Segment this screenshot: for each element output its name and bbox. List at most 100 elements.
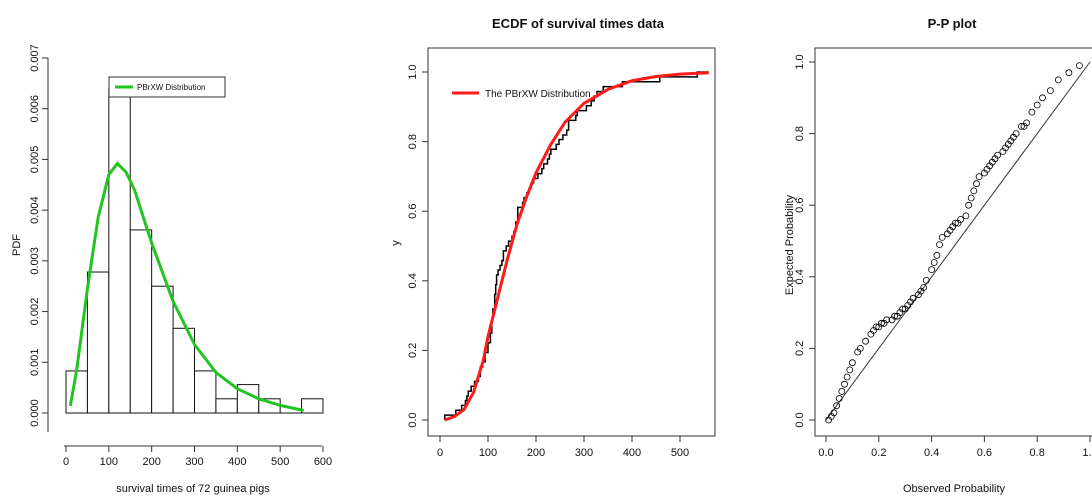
x-axis-label: survival times of 72 guinea pigs bbox=[116, 483, 270, 495]
histogram-bar bbox=[86, 271, 110, 414]
plot-frame bbox=[427, 47, 716, 437]
pp-point bbox=[909, 294, 917, 302]
pp-point bbox=[841, 380, 848, 388]
y-tick-label: 0.6 bbox=[407, 204, 419, 219]
y-tick-label: 0.0 bbox=[794, 412, 806, 427]
pp-point bbox=[965, 201, 972, 209]
pp-point bbox=[1047, 87, 1054, 94]
y-tick-label: 1.0 bbox=[407, 64, 419, 79]
pp-point bbox=[952, 219, 959, 227]
pp-point bbox=[899, 305, 906, 313]
x-axis-ticks: 0 100 200 300 400 500 600 bbox=[63, 446, 332, 468]
y-tick-label: 0.2 bbox=[407, 343, 419, 358]
chart-title: ECDF of survival times data bbox=[492, 16, 665, 31]
x-tick-label: 200 bbox=[527, 447, 545, 459]
pp-point bbox=[843, 373, 851, 381]
pp-point bbox=[938, 233, 946, 241]
pp-point bbox=[833, 402, 840, 410]
x-tick-label: 400 bbox=[228, 456, 246, 468]
y-axis-ticks: 0.0 0.2 0.4 0.6 0.8 1.0 bbox=[407, 64, 428, 428]
pp-point bbox=[975, 173, 983, 181]
x-tick-label: 300 bbox=[185, 456, 203, 468]
x-axis-label: Observed Probability bbox=[903, 483, 1006, 495]
x-tick-label: 0 bbox=[437, 447, 443, 459]
ecdf-step-line bbox=[444, 71, 709, 420]
y-tick-label: 0.002 bbox=[29, 298, 41, 326]
pp-point bbox=[967, 194, 975, 202]
pp-point bbox=[1018, 123, 1025, 130]
y-tick-label: 0.004 bbox=[29, 196, 41, 224]
histogram-bar bbox=[151, 285, 174, 414]
pp-point bbox=[872, 323, 880, 331]
reference-line bbox=[825, 61, 1091, 421]
y-tick-label: 0.001 bbox=[29, 349, 41, 377]
x-axis-ticks: 0 100 200 300 400 500 bbox=[437, 436, 689, 459]
pp-point bbox=[830, 409, 838, 417]
legend-label: PBrXW Distribution bbox=[137, 83, 205, 92]
pp-plot-panel: P-P plot 0.0 0.2 0.4 0.6 0.8 1.0 0.0 0.2 0.4 0.6… bbox=[784, 16, 1092, 495]
pp-point bbox=[1012, 130, 1020, 138]
pp-point bbox=[835, 395, 843, 402]
histogram-bar bbox=[215, 398, 238, 414]
pp-points bbox=[825, 62, 1083, 424]
y-tick-label: 0.0 bbox=[407, 412, 419, 427]
y-tick-label: 0.8 bbox=[407, 134, 419, 149]
pp-point bbox=[930, 259, 938, 266]
pp-point bbox=[1065, 69, 1073, 77]
pp-point bbox=[933, 251, 941, 259]
y-tick-label: 1.0 bbox=[794, 54, 806, 69]
y-tick-label: 0.8 bbox=[794, 126, 806, 141]
y-tick-label: 0.4 bbox=[794, 269, 806, 284]
x-tick-label: 400 bbox=[623, 447, 641, 459]
x-tick-label: 0.4 bbox=[924, 447, 939, 459]
chart-title: P-P plot bbox=[928, 16, 978, 31]
x-tick-label: 0.0 bbox=[818, 447, 833, 459]
histogram-bar bbox=[108, 88, 131, 414]
cdf-curve bbox=[444, 71, 709, 422]
pp-point bbox=[862, 337, 869, 345]
histogram-bar bbox=[129, 229, 153, 414]
pp-point bbox=[1054, 76, 1062, 84]
x-tick-label: 600 bbox=[314, 456, 332, 468]
plot-frame bbox=[814, 47, 1092, 437]
y-tick-label: 0.007 bbox=[29, 44, 41, 72]
pp-point bbox=[922, 276, 930, 284]
pp-point bbox=[973, 180, 980, 188]
x-tick-label: 100 bbox=[100, 456, 118, 468]
x-tick-label: 100 bbox=[479, 447, 497, 459]
pp-point bbox=[957, 216, 964, 223]
pp-point bbox=[891, 312, 898, 320]
pp-point bbox=[1028, 108, 1036, 116]
pp-point bbox=[1023, 119, 1030, 127]
pp-point bbox=[970, 187, 978, 195]
x-tick-label: 0.6 bbox=[977, 447, 992, 459]
y-tick-label: 0.2 bbox=[794, 341, 806, 356]
pp-point bbox=[920, 284, 928, 291]
x-tick-label: 0 bbox=[63, 456, 69, 468]
histogram-bar bbox=[194, 370, 217, 414]
pp-point bbox=[928, 266, 935, 274]
x-tick-label: 500 bbox=[671, 447, 689, 459]
y-tick-label: 0.006 bbox=[29, 95, 41, 123]
pp-point bbox=[1033, 101, 1041, 109]
legend: PBrXW Distribution bbox=[108, 76, 226, 98]
histogram-panel: 0 100 200 300 400 500 600 0.000 0.001 0.002 0.003… bbox=[11, 44, 332, 495]
x-tick-label: 1.0 bbox=[1082, 447, 1092, 459]
y-tick-label: 0.000 bbox=[29, 399, 41, 427]
y-axis-label: Expected Probability bbox=[784, 194, 796, 295]
x-tick-label: 0.8 bbox=[1030, 447, 1045, 459]
x-tick-label: 500 bbox=[271, 456, 289, 468]
pp-point bbox=[962, 212, 970, 220]
pp-point bbox=[878, 319, 885, 327]
pp-point bbox=[856, 344, 864, 352]
y-tick-label: 0.005 bbox=[29, 146, 41, 174]
legend-box bbox=[108, 76, 226, 98]
x-tick-label: 300 bbox=[575, 447, 593, 459]
pp-point bbox=[846, 366, 854, 374]
legend-label: The PBrXW Distribution bbox=[485, 89, 591, 100]
pp-point bbox=[1076, 62, 1083, 69]
pp-point bbox=[838, 387, 846, 395]
pp-point bbox=[849, 359, 856, 367]
y-axis-label: y bbox=[390, 240, 402, 246]
x-axis-ticks: 0.0 0.2 0.4 0.6 0.8 1.0 bbox=[818, 436, 1092, 459]
